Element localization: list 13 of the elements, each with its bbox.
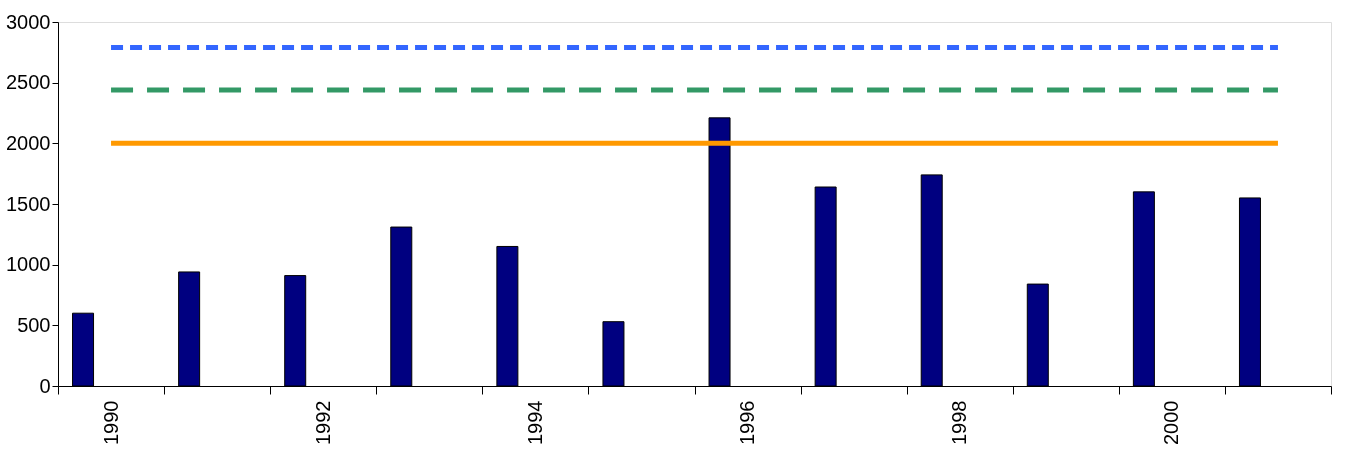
y-tick-label: 0 — [39, 374, 51, 397]
x-tick-label: 2000 — [1160, 400, 1183, 445]
y-tick-label: 500 — [17, 313, 51, 336]
x-tick-label: 1990 — [99, 400, 122, 445]
y-tick-label: 3000 — [6, 10, 51, 33]
x-tick-label: 1996 — [736, 400, 759, 445]
y-tick-label: 1000 — [6, 253, 51, 276]
x-tick-label: 1992 — [311, 400, 334, 445]
y-tick-label: 1500 — [6, 192, 51, 215]
x-tick-label: 1994 — [523, 400, 546, 445]
y-tick-label: 2000 — [6, 131, 51, 154]
x-tick-label: 1998 — [948, 400, 971, 445]
y-tick-label: 2500 — [6, 71, 51, 94]
